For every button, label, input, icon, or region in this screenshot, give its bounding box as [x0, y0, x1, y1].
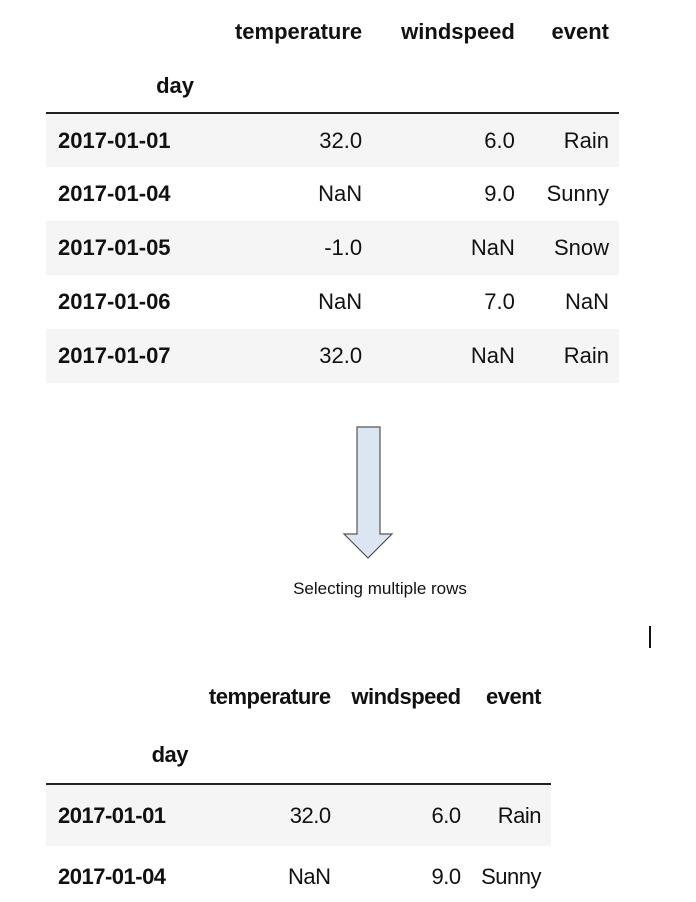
- result-dataframe-table: temperature windspeed event day 2017-01-…: [46, 668, 551, 902]
- row-index-label: 2017-01-06: [58, 289, 171, 314]
- column-header-row: temperature windspeed event: [46, 668, 551, 726]
- index-name-row: day: [46, 726, 551, 785]
- column-header-event: event: [486, 684, 541, 709]
- table-header: temperature windspeed event day: [46, 5, 619, 114]
- event-cell: Rain: [497, 802, 542, 828]
- column-header-windspeed: windspeed: [401, 19, 515, 44]
- empty-header-cell: [470, 726, 551, 785]
- row-index-label: 2017-01-04: [58, 181, 171, 206]
- column-header-event: event: [551, 19, 609, 44]
- windspeed-cell: NaN: [470, 343, 515, 368]
- source-dataframe-table: temperature windspeed event day 2017-01-…: [46, 5, 619, 383]
- windspeed-cell: 7.0: [484, 289, 515, 314]
- windspeed-cell: 9.0: [484, 181, 515, 206]
- event-cell: Rain: [563, 127, 609, 153]
- column-header-windspeed: windspeed: [351, 684, 461, 709]
- index-header-blank: [46, 668, 198, 726]
- temperature-cell: NaN: [318, 289, 363, 314]
- empty-header-cell: [204, 59, 373, 114]
- table-row: 2017-01-07 32.0 NaN Rain: [46, 329, 619, 383]
- row-index-label: 2017-01-04: [58, 864, 166, 889]
- table-row: 2017-01-01 32.0 6.0 Rain: [46, 784, 551, 846]
- windspeed-cell: 6.0: [431, 802, 461, 828]
- table-row: 2017-01-06 NaN 7.0 NaN: [46, 275, 619, 329]
- table-row: 2017-01-01 32.0 6.0 Rain: [46, 113, 619, 167]
- empty-header-cell: [372, 59, 525, 114]
- temperature-cell: 32.0: [319, 343, 363, 368]
- temperature-cell: NaN: [318, 181, 363, 206]
- index-name-label: day: [46, 726, 198, 785]
- empty-header-cell: [524, 59, 619, 114]
- row-index-label: 2017-01-01: [58, 802, 166, 828]
- event-cell: Snow: [553, 235, 609, 260]
- index-name-label: day: [46, 59, 204, 114]
- table-row: 2017-01-04 NaN 9.0 Sunny: [46, 167, 619, 221]
- table-body: 2017-01-01 32.0 6.0 Rain 2017-01-04 NaN …: [46, 784, 551, 902]
- event-cell: NaN: [564, 289, 609, 314]
- down-arrow-icon: [342, 426, 394, 559]
- event-cell: Rain: [563, 343, 609, 368]
- row-index-label: 2017-01-07: [58, 343, 171, 368]
- row-index-label: 2017-01-01: [58, 127, 171, 153]
- row-index-label: 2017-01-05: [58, 235, 171, 260]
- index-header-blank: [46, 5, 204, 59]
- windspeed-cell: 6.0: [484, 127, 515, 153]
- table-row: 2017-01-05 -1.0 NaN Snow: [46, 221, 619, 275]
- caption-text: Selecting multiple rows: [293, 579, 467, 598]
- text-cursor-icon: [649, 626, 651, 648]
- column-header-temperature: temperature: [208, 684, 331, 709]
- temperature-cell: NaN: [288, 864, 331, 889]
- temperature-cell: -1.0: [324, 235, 363, 260]
- column-header-row: temperature windspeed event: [46, 5, 619, 59]
- event-cell: Sunny: [481, 864, 541, 889]
- down-arrow-shape: [342, 426, 394, 559]
- temperature-cell: 32.0: [319, 127, 363, 153]
- event-cell: Sunny: [546, 181, 609, 206]
- table-row: 2017-01-04 NaN 9.0 Sunny: [46, 846, 551, 902]
- windspeed-cell: NaN: [470, 235, 515, 260]
- table-body: 2017-01-01 32.0 6.0 Rain 2017-01-04 NaN …: [46, 113, 619, 383]
- empty-header-cell: [198, 726, 341, 785]
- temperature-cell: 32.0: [289, 802, 331, 828]
- column-header-temperature: temperature: [234, 19, 363, 44]
- empty-header-cell: [340, 726, 471, 785]
- windspeed-cell: 9.0: [431, 864, 461, 889]
- index-name-row: day: [46, 59, 619, 114]
- table-header: temperature windspeed event day: [46, 668, 551, 785]
